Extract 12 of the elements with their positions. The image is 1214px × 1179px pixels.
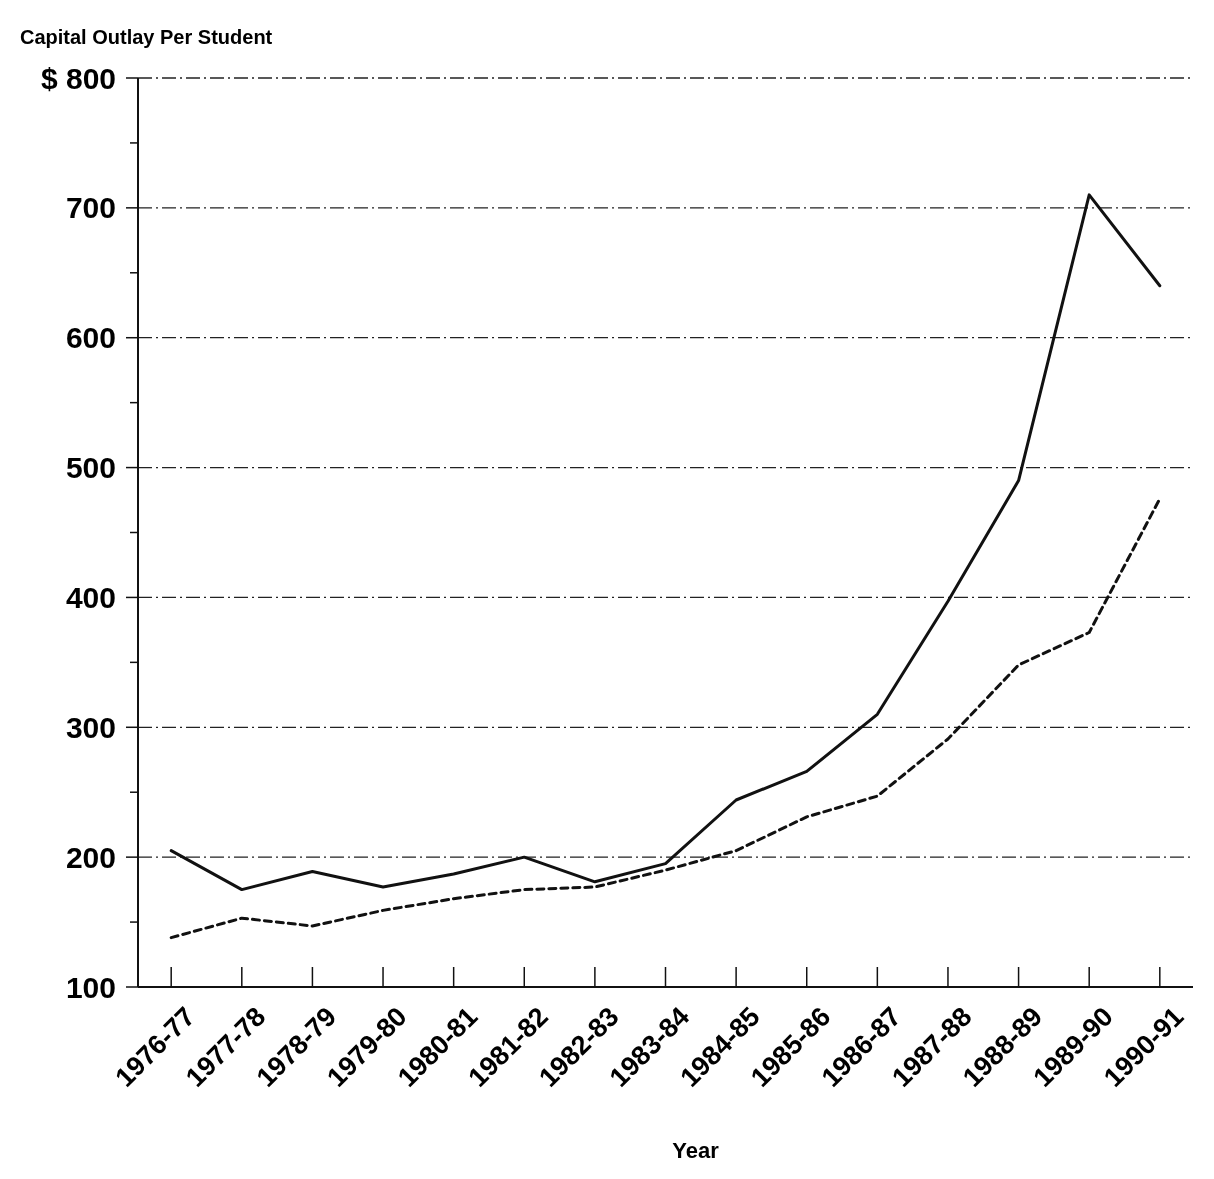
y-tick-label: 200	[65, 840, 116, 874]
y-tick-label: 700	[65, 191, 116, 225]
y-tick-label: 600	[65, 321, 116, 355]
x-axis-title: Year	[672, 1138, 720, 1163]
chart-title: Capital Outlay Per Student	[20, 26, 273, 48]
y-tick-label: 300	[65, 710, 116, 744]
y-tick-label: 100	[65, 970, 116, 1004]
line-series	[169, 193, 1162, 892]
y-tick-label: 500	[65, 451, 116, 485]
line-series	[169, 497, 1162, 940]
y-tick-label: 400	[65, 580, 116, 614]
y-tick-label: $ 800	[40, 61, 116, 95]
